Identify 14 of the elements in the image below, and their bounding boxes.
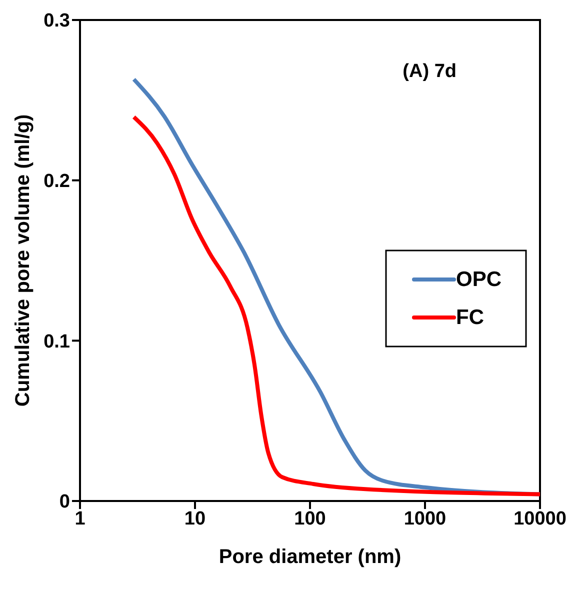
y-tick-label: 0.1 [44,331,70,352]
x-tick-label: 100 [294,508,326,530]
x-tick-label: 1000 [404,508,446,530]
x-tick-label: 10000 [514,508,566,530]
legend-label: FC [456,306,484,329]
x-tick-label: 1 [74,508,86,530]
legend-label: OPC [456,268,502,291]
y-tick-label: 0.2 [44,171,70,192]
annotation: (A) 7d [402,61,457,82]
y-axis-title: Cumulative pore volume (ml/g) [12,114,34,407]
y-tick-label: 0.3 [44,10,70,32]
y-tick-label: 0 [59,492,70,513]
x-tick-label: 10 [184,508,206,530]
x-axis-title: Pore diameter (nm) [218,546,402,568]
